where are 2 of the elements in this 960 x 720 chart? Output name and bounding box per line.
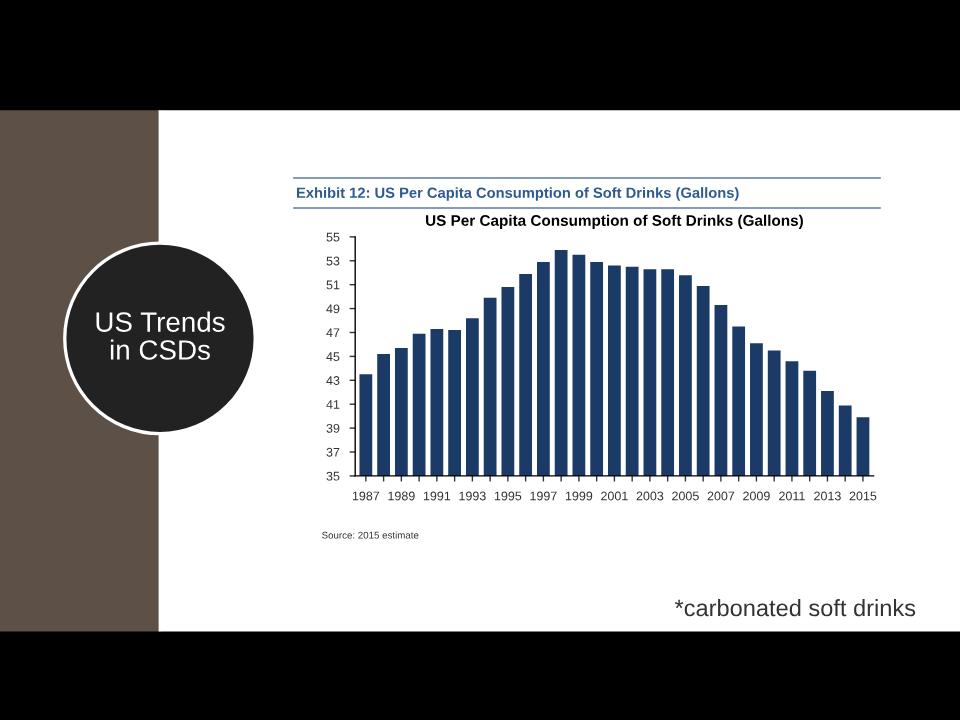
text: *carbonated soft drinks — [674, 598, 916, 617]
text: US Trends in CSDs — [96, 311, 225, 360]
